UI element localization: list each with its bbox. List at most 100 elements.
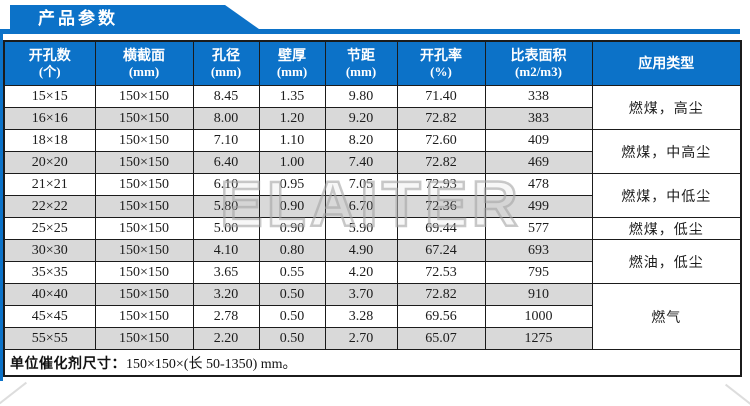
footer-note-value: 150×150×(长 50-1350) mm。 [126,356,297,372]
table-cell: 1275 [484,327,593,350]
table-cell: 795 [484,261,593,284]
table-cell: 72.53 [396,261,486,284]
table-cell: 150×150 [94,151,194,174]
table-cell: 1.10 [258,129,326,152]
table-cell: 0.55 [258,261,326,284]
page-title: 产品参数 [38,9,118,28]
table-row: 45×45 150×150 2.78 0.50 3.28 69.56 1000 [3,305,741,328]
table-cell: 6.40 [192,151,260,174]
table-cell: 72.93 [396,173,486,196]
table-cell: 0.50 [258,283,326,306]
table-cell: 67.24 [396,239,486,262]
table-cell: 5.90 [324,217,398,240]
column-header-6: 比表面积 (m2/m3) [484,40,593,86]
table-cell: 30×30 [3,239,96,262]
table-cell: 3.28 [324,305,398,328]
table-cell: 469 [484,151,593,174]
table-cell: 2.70 [324,327,398,350]
table-cell: 3.20 [192,283,260,306]
table-cell: 69.44 [396,217,486,240]
table-cell: 16×16 [3,107,96,130]
table-cell: 3.65 [192,261,260,284]
table-cell: 6.70 [324,195,398,218]
table-cell: 72.82 [396,283,486,306]
table-cell: 4.90 [324,239,398,262]
banner-underline-rule [0,29,740,34]
table-cell: 150×150 [94,305,194,328]
table-cell: 22×22 [3,195,96,218]
table-cell: 693 [484,239,593,262]
table-cell: 71.40 [396,85,486,108]
application-type-cell: 燃煤，低尘 [591,217,742,240]
column-header-3: 壁厚 (mm) [258,40,326,86]
table-cell: 150×150 [94,283,194,306]
table-cell: 499 [484,195,593,218]
table-cell: 150×150 [94,195,194,218]
table-cell: 0.95 [258,173,326,196]
table-cell: 8.20 [324,129,398,152]
table-cell: 15×15 [3,85,96,108]
column-header-1: 横截面 (mm) [94,40,194,86]
table-cell: 8.00 [192,107,260,130]
table-cell: 150×150 [94,173,194,196]
application-type-cell: 燃煤，中低尘 [591,173,742,218]
table-cell: 20×20 [3,151,96,174]
page-title-banner: 产品参数 [10,5,266,34]
table-cell: 1.35 [258,85,326,108]
table-row: 15×15 150×150 8.45 1.35 9.80 71.40 338 燃煤，高尘 [3,85,742,130]
table-cell: 2.20 [192,327,260,350]
table-row: 21×21 150×150 6.10 0.95 7.05 72.93 478 燃煤，中低尘 [3,173,742,218]
table-row: 30×30 150×150 4.10 0.80 4.90 67.24 693 燃油，低尘 [3,239,742,284]
table-cell: 910 [484,283,593,306]
table-cell: 1.00 [258,151,326,174]
table-cell: 478 [484,173,593,196]
column-header-7: 应用类型 [591,40,742,86]
table-cell: 40×40 [3,283,96,306]
table-cell: 4.20 [324,261,398,284]
table-cell: 21×21 [3,173,96,196]
table-cell: 8.45 [192,85,260,108]
table-cell: 7.40 [324,151,398,174]
watermark-corner-mark-right [724,383,750,406]
table-body: 15×15 150×150 8.45 1.35 9.80 71.40 338 燃煤，高尘 16×… [3,85,742,350]
footer-note-cell: 单位催化剂尺寸：150×150×(长 50-1350) mm。 [3,349,742,377]
table-cell: 7.10 [192,129,260,152]
table-row: 35×35 150×150 3.65 0.55 4.20 72.53 795 [3,261,741,284]
table-cell: 150×150 [94,261,194,284]
column-header-2: 孔径 (mm) [192,40,260,86]
table-cell: 9.80 [324,85,398,108]
application-type-cell: 燃煤，高尘 [591,85,742,130]
application-type-cell: 燃气 [591,283,742,350]
parameters-table: 开孔数 (个) 横截面 (mm) 孔径 (mm) 壁厚 (mm) 节距 (mm) 开孔率 (%) 比表面… [3,40,742,377]
table-cell: 45×45 [3,305,96,328]
table-cell: 0.90 [258,195,326,218]
table-cell: 150×150 [94,327,194,350]
table-row: 16×16 150×150 8.00 1.20 9.20 72.82 383 [3,107,741,130]
table-cell: 5.80 [192,195,260,218]
table-row: 40×40 150×150 3.20 0.50 3.70 72.82 910 燃气 [3,283,742,350]
table-cell: 1.20 [258,107,326,130]
table-cell: 150×150 [94,217,194,240]
table-cell: 72.82 [396,151,486,174]
table-cell: 18×18 [3,129,96,152]
table-cell: 55×55 [3,327,96,350]
table-cell: 25×25 [3,217,96,240]
table-cell: 9.20 [324,107,398,130]
application-type-cell: 燃油，低尘 [591,239,742,284]
table-row: 55×55 150×150 2.20 0.50 2.70 65.07 1275 [3,327,741,350]
table-cell: 150×150 [94,129,194,152]
table-cell: 3.70 [324,283,398,306]
table-row: 18×18 150×150 7.10 1.10 8.20 72.60 409 燃煤，中高尘 [3,129,742,174]
table-cell: 1000 [484,305,593,328]
table-cell: 338 [484,85,593,108]
table-cell: 72.36 [396,195,486,218]
table-cell: 150×150 [94,107,194,130]
table-row: 22×22 150×150 5.80 0.90 6.70 72.36 499 [3,195,741,218]
left-border-rule [0,29,3,381]
table-footer-row: 单位催化剂尺寸：150×150×(长 50-1350) mm。 [3,349,742,377]
table-cell: 0.50 [258,305,326,328]
table-cell: 7.05 [324,173,398,196]
footer-note-label: 单位催化剂尺寸： [10,354,126,371]
table-cell: 4.10 [192,239,260,262]
table-row: 25×25 150×150 5.00 0.90 5.90 69.44 577 燃煤，低尘 [3,217,742,240]
